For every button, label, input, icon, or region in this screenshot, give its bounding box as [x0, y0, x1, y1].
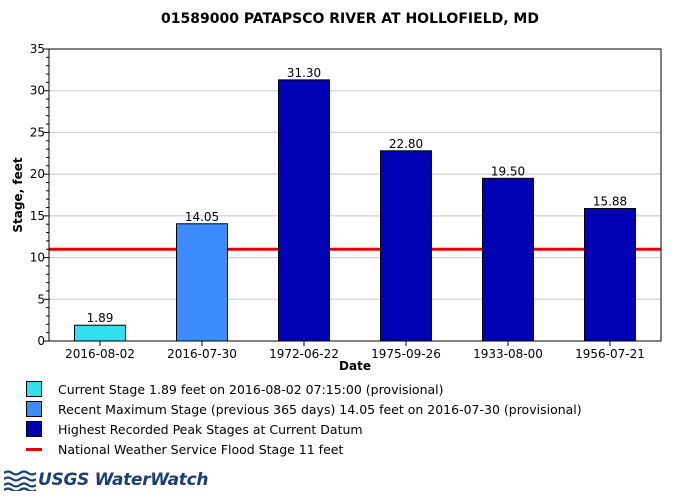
x-tick-label: 1956-07-21 — [575, 347, 645, 361]
axes-layer: 0 5 10 15 20 25 30 35 2016-08-02 2016-07-30 1972-0… — [30, 42, 645, 361]
legend-item-current: Current Stage 1.89 feet on 2016-08-02 07… — [24, 381, 664, 401]
y-tick-label: 5 — [37, 292, 45, 306]
y-axis-label: Stage, feet — [11, 157, 25, 232]
bar-2016-08-02 — [74, 324, 126, 342]
bar-value-label: 14.05 — [185, 210, 219, 224]
bar-value-label: 15.88 — [593, 195, 627, 209]
bar-1933-08-00 — [482, 177, 534, 342]
legend-swatch-recent — [26, 401, 42, 417]
usgs-waterwatch-logo: USGS WaterWatch — [4, 468, 208, 492]
x-tick-label: 1933-08-00 — [473, 347, 543, 361]
y-tick-label: 20 — [30, 167, 45, 181]
plot-frame — [48, 48, 662, 342]
legend-label-peak: Highest Recorded Peak Stages at Current … — [58, 422, 363, 437]
y-tick-label: 0 — [37, 334, 45, 348]
y-tick-label: 35 — [30, 42, 45, 56]
legend-swatch-peak — [26, 421, 42, 437]
y-tick-label: 30 — [30, 84, 45, 98]
legend: Current Stage 1.89 feet on 2016-08-02 07… — [24, 381, 664, 461]
legend-label-flood: National Weather Service Flood Stage 11 … — [58, 442, 344, 457]
legend-item-flood: National Weather Service Flood Stage 11 … — [24, 441, 664, 461]
y-tick-label: 10 — [30, 251, 45, 265]
y-tick-label: 15 — [30, 209, 45, 223]
bar-2016-07-30 — [176, 223, 228, 342]
x-tick-label: 1975-09-26 — [371, 347, 441, 361]
legend-item-peak: Highest Recorded Peak Stages at Current … — [24, 421, 664, 441]
bar-chart: 01589000 PATAPSCO RIVER AT HOLLOFIELD, M… — [11, 11, 662, 373]
legend-label-current: Current Stage 1.89 feet on 2016-08-02 07… — [58, 382, 444, 397]
chart-title: 01589000 PATAPSCO RIVER AT HOLLOFIELD, M… — [161, 11, 539, 27]
bar-value-label: 1.89 — [87, 311, 114, 325]
x-axis-label: Date — [339, 359, 371, 373]
bar-value-label: 19.50 — [491, 164, 525, 178]
legend-swatch-flood-line — [26, 448, 42, 451]
y-tick-label: 25 — [30, 125, 45, 139]
bar-1972-06-22 — [278, 79, 330, 342]
bars-layer: 1.89 14.05 31.30 22.80 19.50 15.88 — [74, 66, 636, 342]
x-tick-label: 1972-06-22 — [269, 347, 339, 361]
bar-value-label: 31.30 — [287, 66, 321, 80]
bar-value-label: 22.80 — [389, 137, 423, 151]
bar-1956-07-21 — [584, 208, 636, 342]
usgs-logo-icon — [4, 470, 36, 491]
x-tick-label: 2016-07-30 — [167, 347, 237, 361]
legend-label-recent: Recent Maximum Stage (previous 365 days)… — [58, 402, 582, 417]
grid-lines — [49, 90, 661, 300]
logo-text: USGS WaterWatch — [38, 470, 209, 490]
legend-item-recent: Recent Maximum Stage (previous 365 days)… — [24, 401, 664, 421]
legend-swatch-current — [26, 381, 42, 397]
x-tick-label: 2016-08-02 — [65, 347, 135, 361]
bar-1975-09-26 — [380, 150, 432, 342]
